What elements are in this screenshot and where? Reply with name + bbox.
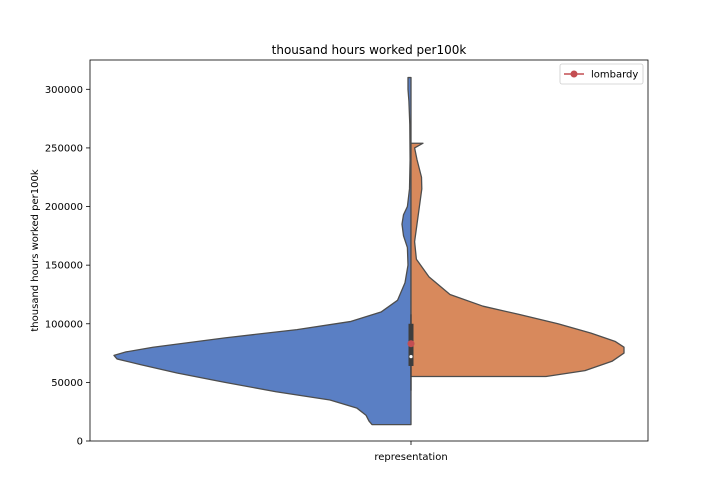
violin-left	[113, 76, 412, 426]
y-axis: 0 50000 100000 150000 200000 250000 300000	[45, 85, 90, 448]
legend-label: lombardy	[591, 70, 638, 81]
point-lombardy	[407, 340, 415, 348]
violin-right	[410, 142, 625, 378]
legend: lombardy	[559, 63, 644, 85]
x-axis: representation	[374, 441, 448, 463]
legend-marker	[570, 70, 578, 78]
chart-title: thousand hours worked per100k	[272, 43, 467, 57]
data-points	[407, 340, 415, 348]
y-tick-label: 300000	[45, 85, 83, 96]
y-tick-label: 50000	[51, 378, 83, 389]
y-axis-title: thousand hours worked per100k	[30, 169, 41, 331]
violins	[113, 76, 625, 426]
y-tick-label: 200000	[45, 202, 83, 213]
box-median	[409, 354, 413, 359]
y-tick-label: 150000	[45, 261, 83, 272]
y-tick-label: 250000	[45, 143, 83, 154]
y-tick-label: 100000	[45, 319, 83, 330]
x-tick-label: representation	[374, 452, 447, 463]
y-tick-label: 0	[77, 437, 83, 448]
legend-box	[559, 63, 644, 85]
plot-frame	[89, 59, 649, 442]
